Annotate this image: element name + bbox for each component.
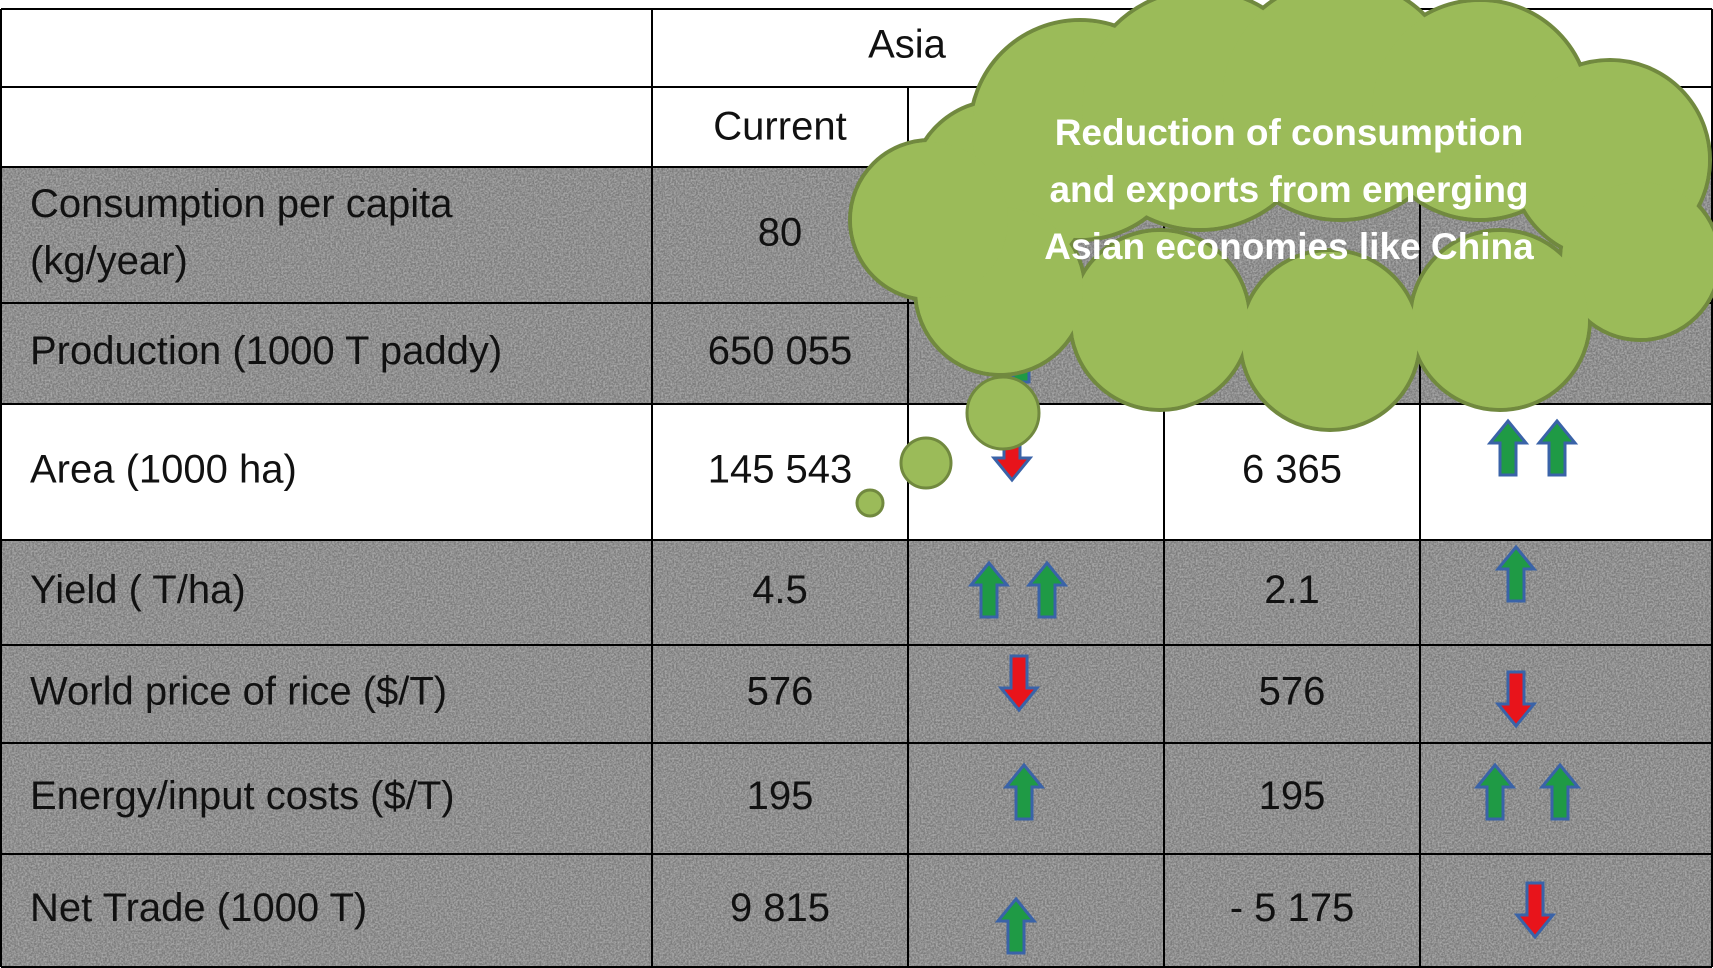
row-label: Net Trade (1000 T) <box>30 886 367 930</box>
row-label: Consumption per capita <box>30 182 453 226</box>
cloud-fill <box>852 142 1008 298</box>
column-header: Current <box>713 105 846 149</box>
row-label: World price of rice ($/T) <box>30 670 447 714</box>
row-label: Area (1000 ha) <box>30 448 297 492</box>
thought-bubble <box>857 490 883 516</box>
region-header: Asia <box>868 23 947 67</box>
callout-text: Reduction of consumption <box>1055 112 1524 153</box>
current-value: 6 365 <box>1242 448 1342 492</box>
current-value: 80 <box>758 211 803 255</box>
current-value: 576 <box>1259 670 1326 714</box>
current-value: 195 <box>747 774 814 818</box>
callout-text: and exports from emerging <box>1049 169 1528 210</box>
callout-cloud: Reduction of consumption and exports from… <box>850 0 1713 516</box>
row-label: Energy/input costs ($/T) <box>30 774 455 818</box>
thought-bubble <box>967 377 1039 449</box>
thought-bubble <box>901 438 951 488</box>
current-value: 145 543 <box>708 448 853 492</box>
row-label: Production (1000 T paddy) <box>30 329 502 373</box>
current-value: 4.5 <box>752 568 808 612</box>
current-value: 650 055 <box>708 329 853 373</box>
cloud-fill <box>1242 252 1418 428</box>
slide: Asia Current Consumption per capita (kg/y… <box>0 0 1713 968</box>
current-value: 195 <box>1259 774 1326 818</box>
current-value: 576 <box>747 670 814 714</box>
page: Asia Current Consumption per capita (kg/y… <box>0 0 1713 968</box>
gray-row <box>1 540 1712 645</box>
callout-text: Asian economies like China <box>1044 226 1534 267</box>
row-label: (kg/year) <box>30 239 188 283</box>
current-value: - 5 175 <box>1230 886 1355 930</box>
row-label: Yield ( T/ha) <box>30 568 246 612</box>
current-value: 2.1 <box>1264 568 1320 612</box>
current-value: 9 815 <box>730 886 830 930</box>
